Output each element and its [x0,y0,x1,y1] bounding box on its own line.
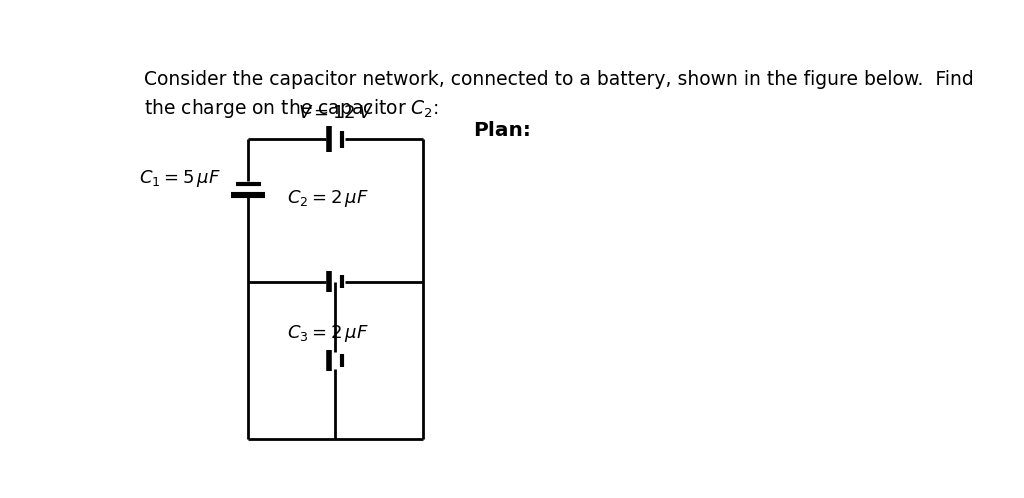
Text: the charge on the capacitor $C_2$:: the charge on the capacitor $C_2$: [143,97,438,120]
Text: Plan:: Plan: [473,122,530,140]
Text: Consider the capacitor network, connected to a battery, shown in the figure belo: Consider the capacitor network, connecte… [143,70,973,89]
Text: $C_2 = 2\,\mu F$: $C_2 = 2\,\mu F$ [287,188,369,209]
Text: $C_3 = 2\,\mu F$: $C_3 = 2\,\mu F$ [287,323,369,344]
Text: $V = 12\,V$: $V = 12\,V$ [298,104,373,122]
Text: $C_1 = 5\,\mu F$: $C_1 = 5\,\mu F$ [139,168,221,189]
